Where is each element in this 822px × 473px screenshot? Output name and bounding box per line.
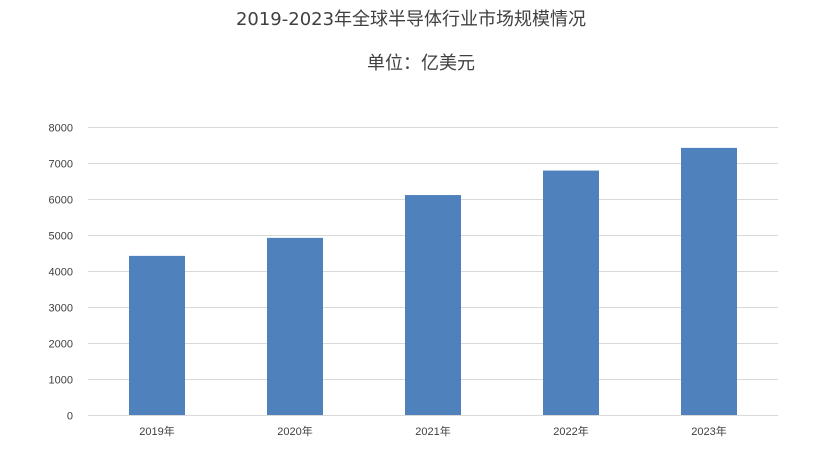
y-tick-label: 6000 — [49, 195, 73, 207]
x-tick-label: 2022年 — [553, 424, 588, 438]
x-tick-label: 2019年 — [139, 424, 174, 438]
y-tick-label: 5000 — [49, 231, 73, 243]
bar — [681, 147, 737, 415]
chart-title: 2019-2023年全球半导体行业市场规模情况 — [235, 9, 587, 30]
bar — [543, 170, 599, 415]
y-tick-label: 8000 — [49, 123, 73, 135]
x-tick-label: 2021年 — [415, 424, 450, 438]
chart-subtitle: 单位：亿美元 — [367, 53, 475, 74]
x-tick-label: 2020年 — [277, 424, 312, 438]
y-tick-label: 2000 — [49, 339, 73, 351]
y-tick-label: 4000 — [49, 267, 73, 279]
y-tick-label: 1000 — [49, 375, 73, 387]
bar — [405, 195, 461, 415]
bar — [129, 255, 185, 415]
x-tick-label: 2023年 — [691, 424, 726, 438]
bar — [267, 237, 323, 415]
y-tick-label: 7000 — [49, 159, 73, 171]
y-tick-label: 0 — [67, 411, 73, 423]
y-tick-label: 3000 — [49, 303, 73, 315]
